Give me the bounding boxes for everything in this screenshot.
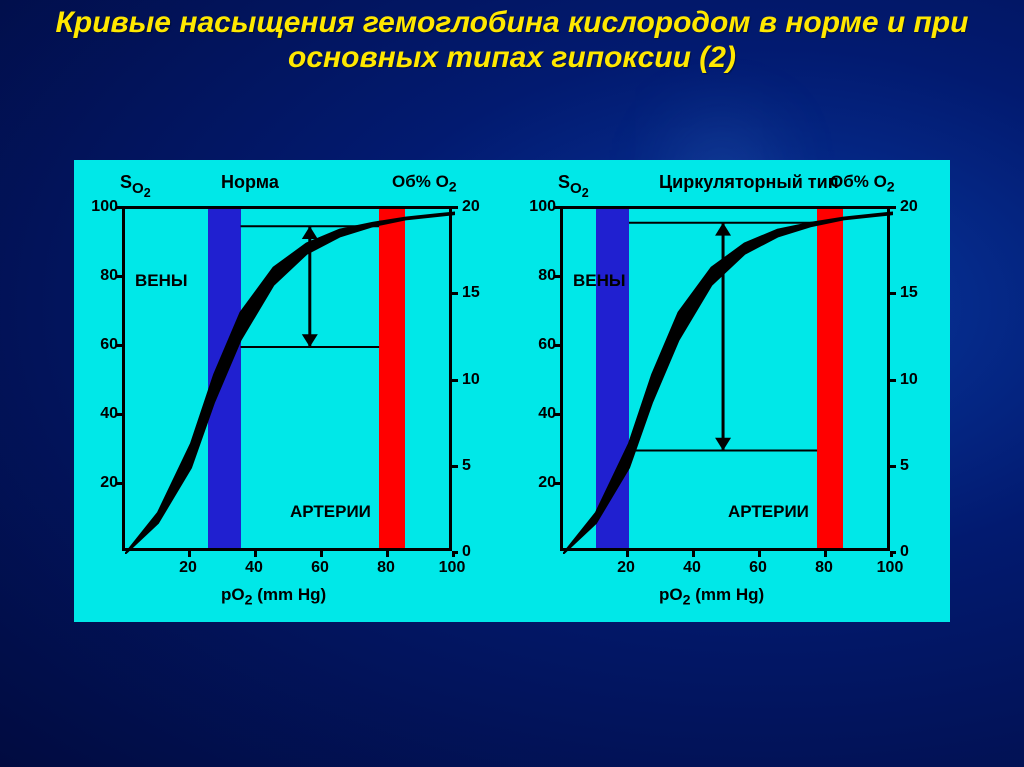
- ytick-right: 5: [900, 457, 909, 475]
- ytick-left: 100: [522, 198, 556, 216]
- artery-label: АРТЕРИИ: [290, 502, 371, 522]
- ytick-left: 100: [84, 198, 118, 216]
- ytick-left: 40: [522, 405, 556, 423]
- ytick-right: 15: [462, 284, 480, 302]
- plot-area: ВЕНЫ АРТЕРИИ: [122, 206, 452, 551]
- ytick-right: 20: [462, 198, 480, 216]
- ytick-right: 10: [900, 371, 918, 389]
- xtick: 100: [438, 559, 466, 577]
- xtick: 20: [612, 559, 640, 577]
- ytick-left: 60: [84, 336, 118, 354]
- panel-title: Циркуляторный тип: [659, 172, 839, 193]
- panel-title: Норма: [221, 172, 279, 193]
- ytick-left: 20: [84, 474, 118, 492]
- x-axis-label: pO2 (mm Hg): [659, 585, 764, 608]
- y-left-label: SO2: [558, 172, 589, 200]
- ytick-left: 60: [522, 336, 556, 354]
- vein-label: ВЕНЫ: [573, 271, 626, 291]
- xtick: 60: [306, 559, 334, 577]
- vein-label: ВЕНЫ: [135, 271, 188, 291]
- xtick: 40: [240, 559, 268, 577]
- ytick-right: 20: [900, 198, 918, 216]
- ytick-left: 80: [84, 267, 118, 285]
- ytick-right: 5: [462, 457, 471, 475]
- ytick-right: 10: [462, 371, 480, 389]
- chart-panel-0: ВЕНЫАРТЕРИИSO2НормаОб% O2204060801000510…: [74, 160, 512, 622]
- xtick: 80: [372, 559, 400, 577]
- artery-label: АРТЕРИИ: [728, 502, 809, 522]
- xtick: 40: [678, 559, 706, 577]
- y-left-label: SO2: [120, 172, 151, 200]
- chart-panel-1: ВЕНЫ АРТЕРИИ SO2 Циркуляторный типОб% O2 20 4…: [512, 160, 950, 622]
- y-right-label: Об% O2: [830, 172, 895, 195]
- slide-title: Кривые насыщения гемоглобина кислородом …: [0, 0, 1024, 77]
- xtick: 80: [810, 559, 838, 577]
- chart-container: ВЕНЫАРТЕРИИSO2НормаОб% O2204060801000510…: [74, 160, 950, 622]
- xtick: 20: [174, 559, 202, 577]
- ytick-left: 40: [84, 405, 118, 423]
- y-right-label: Об% O2: [392, 172, 457, 195]
- xtick: 100: [876, 559, 904, 577]
- ytick-left: 20: [522, 474, 556, 492]
- x-axis-label: pO2 (mm Hg): [221, 585, 326, 608]
- xtick: 60: [744, 559, 772, 577]
- ytick-right: 15: [900, 284, 918, 302]
- plot-area: ВЕНЫ АРТЕРИИ: [560, 206, 890, 551]
- ytick-left: 80: [522, 267, 556, 285]
